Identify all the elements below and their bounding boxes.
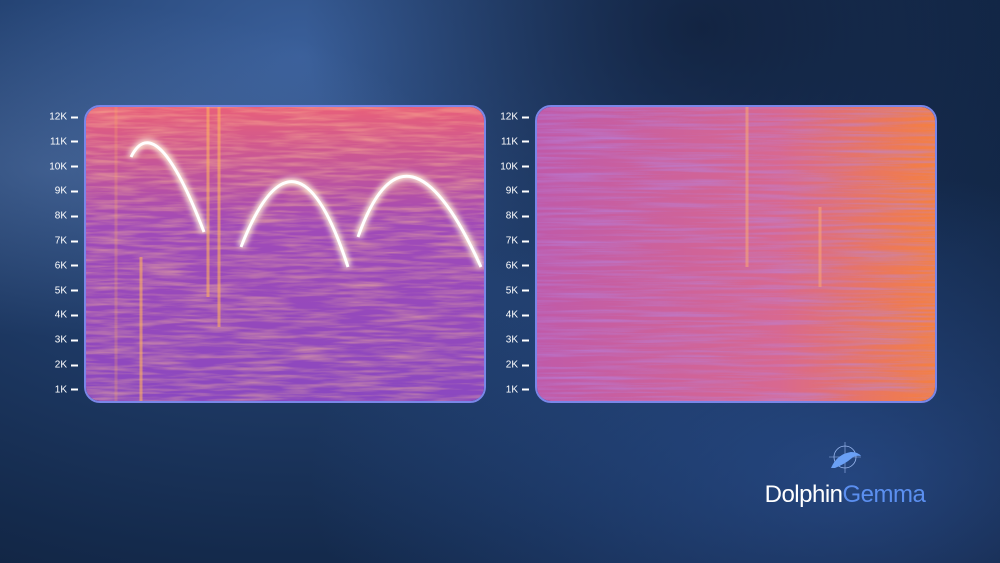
frequency-tick: 2K xyxy=(55,360,78,371)
tick-mark xyxy=(522,364,529,366)
tick-mark xyxy=(71,190,78,193)
frequency-tick: 3K xyxy=(506,335,529,346)
frequency-tick: 4K xyxy=(506,310,529,321)
tick-mark xyxy=(522,339,529,342)
tick-mark xyxy=(522,289,529,292)
logo-text-dolphin: Dolphin xyxy=(764,481,843,508)
frequency-tick: 5K xyxy=(55,285,78,296)
tick-label: 11K xyxy=(500,136,518,148)
frequency-tick: 3K xyxy=(55,335,78,346)
tick-mark xyxy=(71,364,78,366)
tick-mark xyxy=(522,215,529,218)
frequency-tick: 7K xyxy=(506,236,529,247)
tick-mark xyxy=(522,388,529,391)
tick-label: 8K xyxy=(505,210,518,222)
frequency-tick: 2K xyxy=(506,360,529,371)
frequency-tick: 1K xyxy=(55,384,78,395)
tick-mark xyxy=(71,339,78,342)
tick-mark xyxy=(71,240,78,242)
dolphin-icon xyxy=(829,442,861,473)
frequency-tick: 9K xyxy=(55,186,78,197)
tick-mark xyxy=(71,116,78,118)
tick-mark xyxy=(71,388,78,391)
frequency-tick: 11K xyxy=(501,136,529,147)
tick-label: 10K xyxy=(49,161,67,173)
tick-mark xyxy=(71,140,78,143)
frequency-tick: 10K xyxy=(500,161,529,172)
tick-label: 2K xyxy=(505,359,518,371)
frequency-tick: 6K xyxy=(506,260,529,271)
frequency-axis-right: 12K 11K 10K 9K 8K 7K 6K 5K 4K 3K 2K 1K xyxy=(479,0,529,400)
spectrogram-noise xyxy=(535,105,937,403)
tick-mark xyxy=(71,165,78,168)
tick-label: 9K xyxy=(54,185,67,197)
tick-label: 6K xyxy=(505,260,518,272)
tick-mark xyxy=(522,190,529,193)
frequency-tick: 12K xyxy=(500,112,529,123)
frequency-tick: 9K xyxy=(506,186,529,197)
logo-text-gemma: Gemma xyxy=(842,481,926,508)
tick-mark xyxy=(71,215,78,218)
tick-mark xyxy=(522,165,529,168)
frequency-tick: 7K xyxy=(55,236,78,247)
tick-label: 6K xyxy=(54,260,67,272)
tick-mark xyxy=(522,116,529,118)
spectrogram-whistle xyxy=(84,105,486,403)
tick-mark xyxy=(71,264,78,267)
tick-mark xyxy=(71,314,78,317)
tick-label: 7K xyxy=(54,235,67,247)
frequency-tick: 8K xyxy=(506,211,529,222)
tick-label: 3K xyxy=(54,334,67,346)
frequency-tick: 4K xyxy=(55,310,78,321)
tick-label: 4K xyxy=(54,309,67,321)
tick-label: 1K xyxy=(505,384,518,396)
frequency-tick: 12K xyxy=(49,112,78,123)
frequency-tick: 10K xyxy=(49,161,78,172)
dolphingemma-logo: DolphinGemma xyxy=(755,440,935,509)
tick-label: 12K xyxy=(500,111,518,123)
tick-label: 10K xyxy=(500,161,518,173)
tick-mark xyxy=(522,264,529,267)
tick-label: 1K xyxy=(54,384,67,396)
frequency-axis-left: 12K 11K 10K 9K 8K 7K 6K 5K 4K 3K 2K 1K xyxy=(28,0,78,400)
tick-label: 7K xyxy=(505,235,518,247)
frequency-tick: 11K xyxy=(50,136,78,147)
tick-label: 2K xyxy=(54,359,67,371)
tick-label: 3K xyxy=(505,334,518,346)
frequency-tick: 5K xyxy=(506,285,529,296)
tick-mark xyxy=(522,140,529,143)
tick-mark xyxy=(522,314,529,317)
frequency-tick: 1K xyxy=(506,384,529,395)
tick-label: 12K xyxy=(49,111,67,123)
tick-label: 9K xyxy=(505,185,518,197)
tick-label: 4K xyxy=(505,309,518,321)
tick-mark xyxy=(522,240,529,242)
tick-label: 8K xyxy=(54,210,67,222)
tick-mark xyxy=(71,289,78,292)
frequency-tick: 8K xyxy=(55,211,78,222)
tick-label: 5K xyxy=(505,285,518,297)
frequency-tick: 6K xyxy=(55,260,78,271)
tick-label: 5K xyxy=(54,285,67,297)
tick-label: 11K xyxy=(49,136,67,148)
